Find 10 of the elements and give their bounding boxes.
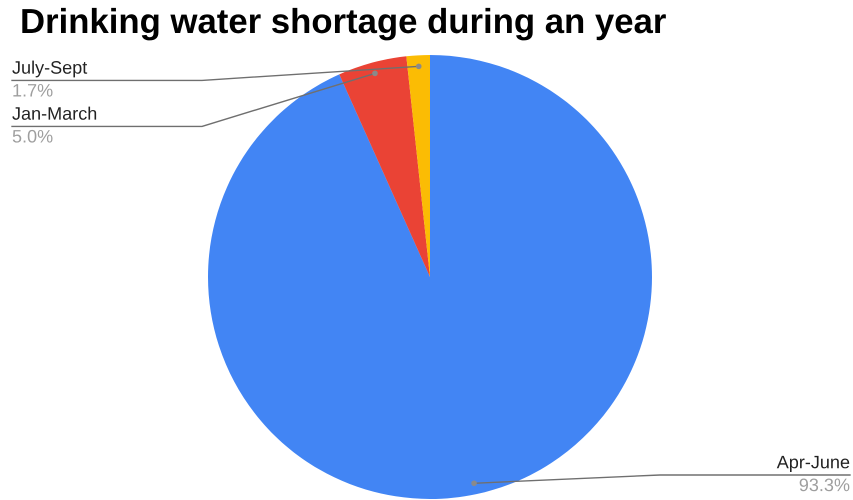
slice-label: Jan-March	[12, 106, 96, 120]
chart-title: Drinking water shortage during an year	[22, 8, 666, 40]
data-label: 1.7%	[13, 84, 53, 97]
data-label: 93.3%	[800, 478, 850, 492]
pie-slice	[339, 56, 430, 277]
data-label: 5.0%	[12, 130, 53, 143]
slice-label: July-Sept	[12, 60, 88, 78]
pie-slice	[208, 55, 652, 499]
slice-label: Apr-June	[776, 456, 850, 472]
pie-slice	[406, 55, 430, 277]
